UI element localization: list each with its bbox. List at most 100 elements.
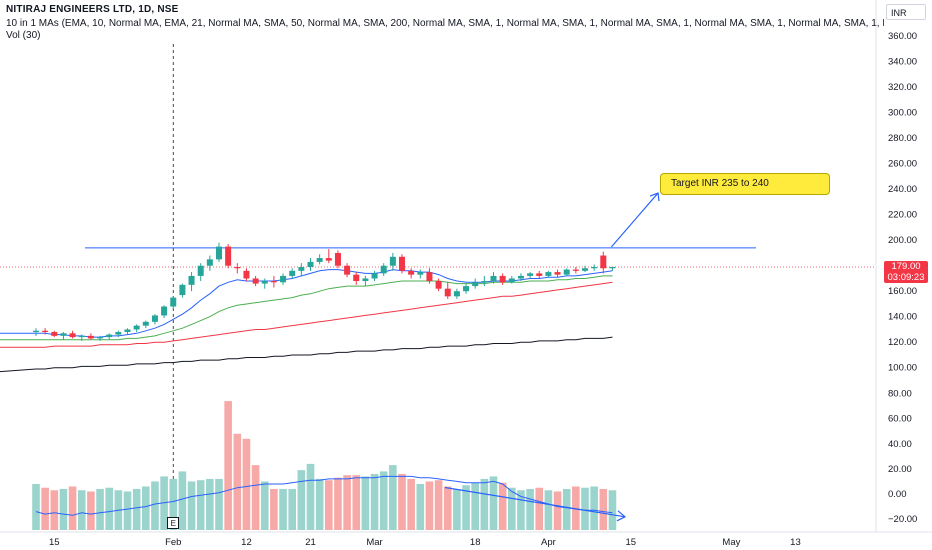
target-callout[interactable]: Target INR 235 to 240 bbox=[660, 173, 830, 195]
time-tick-label: Mar bbox=[366, 537, 382, 548]
candle-body bbox=[69, 333, 76, 338]
chart-title: NITIRAJ ENGINEERS LTD, 1D, NSE bbox=[6, 4, 179, 15]
volume-bars bbox=[32, 401, 617, 530]
bar-countdown: 03:09:23 bbox=[887, 272, 925, 283]
volume-bar bbox=[608, 490, 617, 530]
time-tick-label: 21 bbox=[305, 537, 316, 548]
candle-body bbox=[582, 268, 588, 271]
volume-bar bbox=[535, 487, 544, 530]
candle-body bbox=[142, 321, 149, 326]
volume-bar bbox=[544, 490, 553, 530]
volume-bar bbox=[562, 488, 571, 530]
volume-bar bbox=[178, 471, 187, 530]
volume-bar bbox=[270, 488, 278, 530]
volume-bar bbox=[260, 481, 269, 530]
volume-bar bbox=[471, 482, 479, 530]
price-tick-label: 160.00 bbox=[888, 286, 917, 297]
candle-body bbox=[170, 297, 177, 307]
volume-bar bbox=[526, 488, 534, 530]
candle-body bbox=[344, 265, 351, 275]
time-tick-label: Apr bbox=[541, 537, 556, 548]
candle-body bbox=[325, 258, 332, 261]
volume-bar bbox=[279, 488, 287, 530]
time-tick-label: 18 bbox=[470, 537, 481, 548]
volume-bar bbox=[59, 488, 68, 530]
candle-body bbox=[307, 261, 314, 267]
price-tick-label: 120.00 bbox=[888, 337, 917, 348]
price-tick-label: 340.00 bbox=[888, 57, 917, 68]
volume-bar bbox=[206, 478, 214, 530]
volume-legend[interactable]: Vol (30) bbox=[6, 30, 41, 41]
candle-body bbox=[490, 275, 497, 282]
price-tick-label: 320.00 bbox=[888, 82, 917, 93]
volume-trend-arrow-line bbox=[444, 486, 626, 518]
candle-body bbox=[408, 270, 415, 275]
volume-tick-label: 40.00 bbox=[888, 439, 912, 450]
volume-bar bbox=[77, 490, 86, 530]
volume-bar bbox=[187, 481, 196, 530]
volume-bar bbox=[224, 401, 232, 530]
candle-body bbox=[78, 335, 85, 338]
volume-bar bbox=[169, 478, 178, 530]
volume-bar bbox=[297, 470, 306, 530]
candle-body bbox=[609, 267, 616, 269]
time-tick-label: 13 bbox=[790, 537, 801, 548]
candle-body bbox=[161, 306, 168, 316]
volume-bar bbox=[462, 485, 470, 530]
volume-bar bbox=[315, 478, 324, 530]
price-tick-label: 140.00 bbox=[888, 312, 917, 323]
volume-bar bbox=[553, 491, 562, 530]
volume-bar bbox=[334, 477, 342, 530]
currency-selector[interactable]: INR bbox=[886, 4, 926, 20]
ema10-line bbox=[0, 269, 613, 338]
target-arrow-head bbox=[649, 192, 660, 202]
target-arrow-line bbox=[610, 192, 659, 248]
candle-body bbox=[106, 334, 113, 338]
candle-body bbox=[234, 267, 241, 269]
candle-body bbox=[216, 246, 222, 260]
candle-body bbox=[353, 274, 360, 282]
candle-body bbox=[481, 281, 488, 283]
candle-body bbox=[527, 273, 534, 276]
volume-bar bbox=[288, 488, 296, 530]
volume-bar bbox=[142, 486, 150, 530]
candle-body bbox=[444, 288, 451, 297]
chart-grid bbox=[0, 0, 932, 533]
volume-bar bbox=[325, 480, 333, 530]
price-tick-label: 200.00 bbox=[888, 235, 917, 246]
last-price-value: 179.00 bbox=[891, 261, 921, 272]
candle-body bbox=[179, 284, 186, 296]
candle-body bbox=[499, 275, 506, 283]
volume-tick-label: 0.00 bbox=[888, 489, 907, 500]
price-tick-label: 360.00 bbox=[888, 31, 917, 42]
candle-body bbox=[97, 337, 104, 339]
volume-bar bbox=[508, 487, 516, 530]
candle-body bbox=[280, 275, 287, 283]
candle-body bbox=[60, 333, 67, 336]
volume-bar bbox=[215, 478, 223, 530]
sma50-line bbox=[0, 281, 613, 348]
volume-bar bbox=[87, 491, 95, 530]
volume-bar bbox=[453, 488, 461, 530]
candle-body bbox=[334, 252, 341, 266]
volume-bar bbox=[498, 482, 507, 530]
candle-body bbox=[399, 256, 405, 271]
volume-bar bbox=[196, 480, 205, 530]
candle-body bbox=[42, 330, 49, 333]
candle-body bbox=[252, 278, 259, 284]
candle-body bbox=[380, 265, 387, 274]
volume-bar bbox=[599, 488, 608, 530]
price-tick-label: 100.00 bbox=[888, 363, 917, 374]
earnings-marker[interactable]: E bbox=[167, 517, 180, 529]
candle-body bbox=[115, 332, 122, 335]
candle-body bbox=[188, 275, 195, 285]
volume-bar bbox=[32, 483, 40, 530]
volume-bar bbox=[251, 465, 260, 530]
volume-bar bbox=[242, 438, 251, 530]
time-tick-label: 12 bbox=[241, 537, 252, 548]
volume-bar bbox=[389, 465, 397, 530]
volume-bar bbox=[50, 490, 59, 530]
indicator-legend[interactable]: 10 in 1 MAs (EMA, 10, Normal MA, EMA, 21… bbox=[6, 18, 884, 29]
candle-body bbox=[389, 256, 396, 266]
